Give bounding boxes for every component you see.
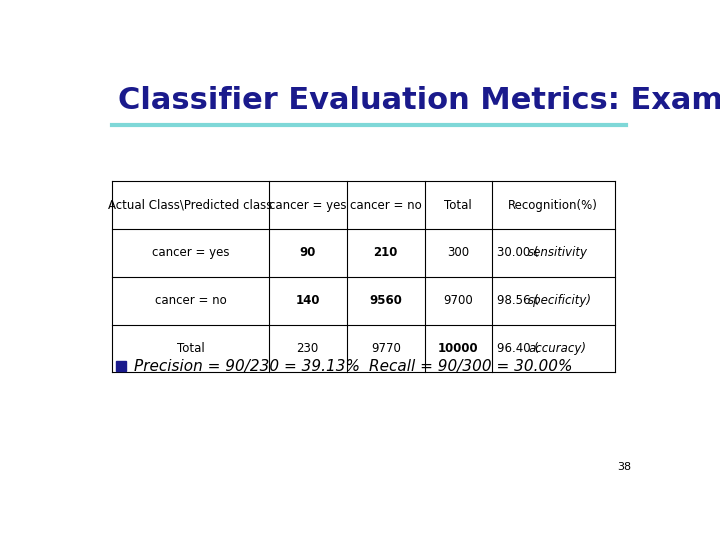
Text: 10000: 10000 xyxy=(438,342,479,355)
Text: cancer = yes: cancer = yes xyxy=(152,246,229,259)
Text: 30.00 (: 30.00 ( xyxy=(498,246,539,259)
Text: 96.40 (: 96.40 ( xyxy=(498,342,539,355)
Text: 210: 210 xyxy=(374,246,398,259)
Text: Precision = 90/230 = 39.13%: Precision = 90/230 = 39.13% xyxy=(133,359,359,374)
Text: sensitivity: sensitivity xyxy=(528,246,588,259)
Text: cancer = no: cancer = no xyxy=(155,294,226,307)
Text: Recognition(%): Recognition(%) xyxy=(508,199,598,212)
Text: 98.56 (: 98.56 ( xyxy=(498,294,539,307)
Text: Total: Total xyxy=(176,342,204,355)
Text: Classifier Evaluation Metrics: Example: Classifier Evaluation Metrics: Example xyxy=(118,85,720,114)
Text: 140: 140 xyxy=(295,294,320,307)
Text: 9560: 9560 xyxy=(369,294,402,307)
Text: cancer = yes: cancer = yes xyxy=(269,199,346,212)
Text: 90: 90 xyxy=(300,246,316,259)
Text: 9770: 9770 xyxy=(371,342,400,355)
Text: accuracy): accuracy) xyxy=(528,342,586,355)
Text: 300: 300 xyxy=(447,246,469,259)
Text: Total: Total xyxy=(444,199,472,212)
Text: specificity): specificity) xyxy=(528,294,592,307)
Text: 38: 38 xyxy=(617,462,631,472)
Text: Recall = 90/300 = 30.00%: Recall = 90/300 = 30.00% xyxy=(369,359,572,374)
Text: Actual Class\Predicted class: Actual Class\Predicted class xyxy=(108,199,273,212)
Text: cancer = no: cancer = no xyxy=(350,199,422,212)
Text: 230: 230 xyxy=(297,342,319,355)
Text: 9700: 9700 xyxy=(444,294,473,307)
